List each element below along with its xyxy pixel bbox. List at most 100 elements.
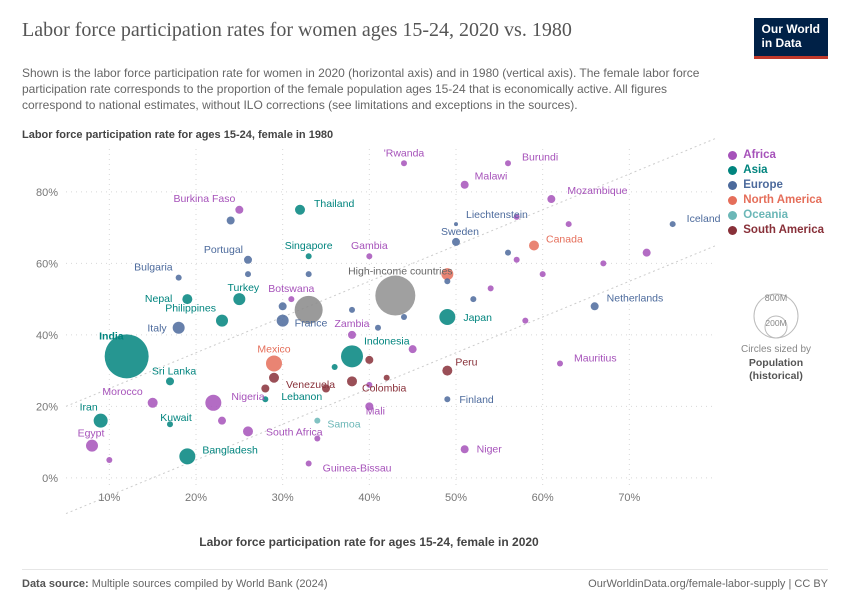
data-point[interactable]	[349, 307, 355, 313]
data-point[interactable]	[591, 302, 599, 310]
point-label: South Africa	[266, 427, 323, 439]
data-point[interactable]	[179, 449, 195, 465]
data-point[interactable]	[522, 318, 528, 324]
data-point[interactable]	[365, 403, 373, 411]
data-point[interactable]	[643, 249, 651, 257]
data-point[interactable]	[670, 221, 676, 227]
data-point[interactable]	[166, 377, 174, 385]
data-point[interactable]	[409, 345, 417, 353]
svg-text:70%: 70%	[618, 492, 640, 504]
data-point[interactable]	[341, 345, 363, 367]
data-point[interactable]	[547, 195, 555, 203]
point-label: Gambia	[351, 240, 388, 252]
legend-item[interactable]: Oceania	[728, 209, 824, 221]
data-point[interactable]	[86, 440, 98, 452]
point-label: Peru	[455, 357, 477, 369]
data-point[interactable]	[288, 296, 294, 302]
data-point[interactable]	[375, 276, 415, 316]
point-label: Guinea-Bissau	[323, 463, 392, 475]
legend-label: Africa	[743, 149, 776, 161]
size-legend: 800M 200M Circles sized by Population (h…	[728, 286, 824, 383]
data-point[interactable]	[529, 241, 539, 251]
data-point[interactable]	[279, 302, 287, 310]
data-point[interactable]	[243, 427, 253, 437]
legend-item[interactable]: North America	[728, 194, 824, 206]
data-point[interactable]	[182, 294, 192, 304]
legend-label: North America	[743, 194, 822, 206]
data-point[interactable]	[94, 414, 108, 428]
data-point[interactable]	[514, 214, 520, 220]
data-point[interactable]	[314, 418, 320, 424]
data-point[interactable]	[167, 421, 173, 427]
data-point[interactable]	[105, 334, 149, 378]
legend-item[interactable]: Africa	[728, 149, 824, 161]
data-point[interactable]	[401, 160, 407, 166]
data-point[interactable]	[314, 436, 320, 442]
point-label: Bangladesh	[202, 445, 258, 457]
data-point[interactable]	[348, 331, 356, 339]
data-point[interactable]	[322, 385, 330, 393]
svg-text:50%: 50%	[445, 492, 467, 504]
data-point[interactable]	[235, 206, 243, 214]
data-point[interactable]	[540, 271, 546, 277]
data-point[interactable]	[176, 275, 182, 281]
legend-label: South America	[743, 224, 824, 236]
data-point[interactable]	[444, 278, 450, 284]
data-point[interactable]	[295, 296, 323, 324]
data-point[interactable]	[566, 221, 572, 227]
data-point[interactable]	[106, 457, 112, 463]
plot-area: Labor force participation rate for ages …	[22, 131, 828, 551]
data-point[interactable]	[218, 417, 226, 425]
data-point[interactable]	[442, 366, 452, 376]
point-label: Niger	[477, 443, 503, 455]
data-point[interactable]	[306, 253, 312, 259]
data-point[interactable]	[233, 293, 245, 305]
data-point[interactable]	[461, 181, 469, 189]
data-point[interactable]	[227, 217, 235, 225]
data-point[interactable]	[262, 396, 268, 402]
data-point[interactable]	[505, 160, 511, 166]
point-label: Mexico	[257, 344, 290, 356]
data-point[interactable]	[269, 373, 279, 383]
data-point[interactable]	[295, 205, 305, 215]
data-point[interactable]	[366, 253, 372, 259]
size-legend-caption: Circles sized by Population (historical)	[728, 344, 824, 383]
legend-dot	[728, 226, 737, 235]
data-point[interactable]	[245, 271, 251, 277]
data-point[interactable]	[401, 314, 407, 320]
point-label: Netherlands	[607, 292, 664, 304]
legend-item[interactable]: Asia	[728, 164, 824, 176]
data-point[interactable]	[205, 395, 221, 411]
data-point[interactable]	[505, 250, 511, 256]
legend-item[interactable]: South America	[728, 224, 824, 236]
data-point[interactable]	[366, 382, 372, 388]
data-point[interactable]	[306, 461, 312, 467]
data-point[interactable]	[384, 375, 390, 381]
data-point[interactable]	[244, 256, 252, 264]
chart-region: 10%20%30%40%50%60%70%0%20%40%60%80%India…	[66, 149, 716, 511]
data-point[interactable]	[332, 364, 338, 370]
data-point[interactable]	[306, 271, 312, 277]
legend-item[interactable]: Europe	[728, 179, 824, 191]
data-point[interactable]	[148, 398, 158, 408]
data-point[interactable]	[261, 385, 269, 393]
data-point[interactable]	[277, 315, 289, 327]
data-point[interactable]	[557, 361, 563, 367]
data-point[interactable]	[600, 261, 606, 267]
data-point[interactable]	[439, 309, 455, 325]
data-point[interactable]	[216, 315, 228, 327]
data-point[interactable]	[365, 356, 373, 364]
data-point[interactable]	[514, 257, 520, 263]
point-label: Philippines	[165, 303, 216, 315]
data-point[interactable]	[470, 296, 476, 302]
data-point[interactable]	[452, 238, 460, 246]
data-point[interactable]	[375, 325, 381, 331]
data-point[interactable]	[266, 356, 282, 372]
data-point[interactable]	[173, 322, 185, 334]
data-point[interactable]	[347, 376, 357, 386]
data-point[interactable]	[444, 396, 450, 402]
data-point[interactable]	[454, 222, 458, 226]
point-label: Nigeria	[231, 391, 264, 403]
data-point[interactable]	[461, 445, 469, 453]
data-point[interactable]	[488, 286, 494, 292]
